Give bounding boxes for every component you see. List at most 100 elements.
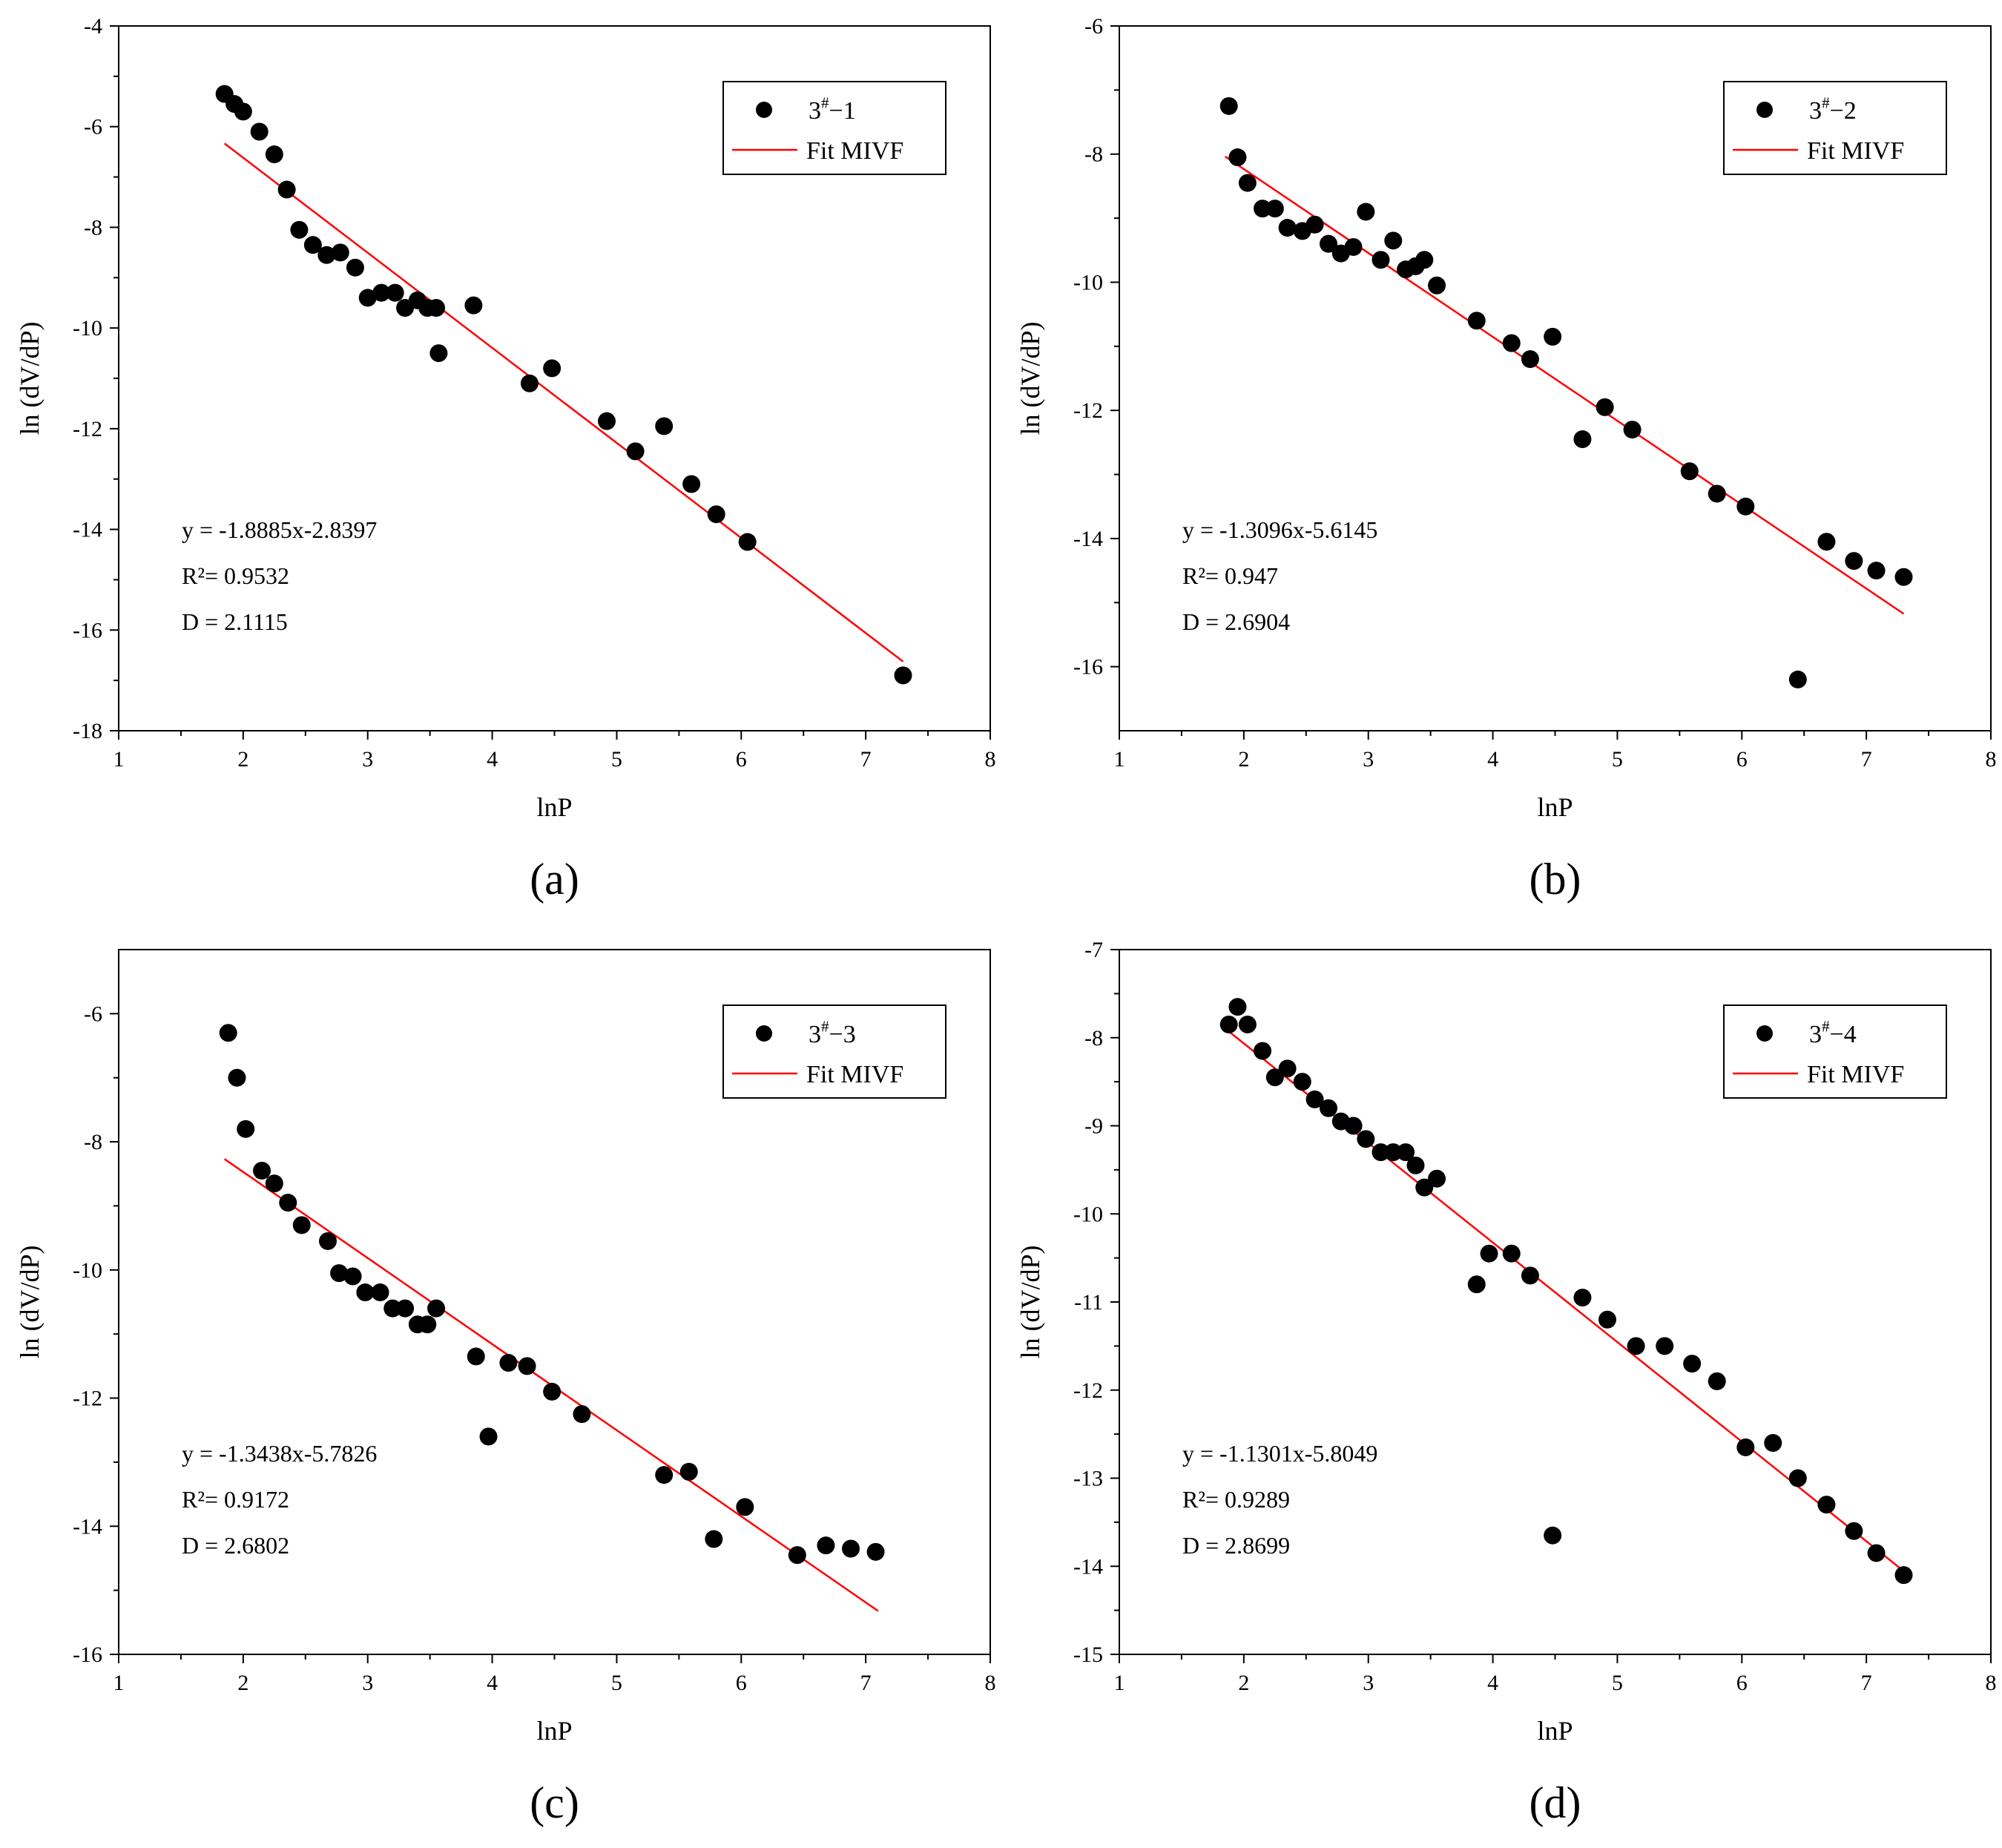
legend-scatter-label: 3#−4 [1809, 1018, 1857, 1048]
legend-box [722, 1004, 946, 1099]
y-tick-label: -12 [73, 417, 102, 441]
data-point [682, 475, 701, 493]
y-axis-label: ln (dV/dP) [1015, 322, 1045, 435]
chart-svg: 1 2 3 4 5 6 7 8 -16 -14 -12 -10 -8 -6 lnP ln (dV/dP) 3#−… [1015, 14, 1997, 904]
data-point [842, 1539, 860, 1558]
data-point [429, 344, 448, 363]
panel-caption: (d) [1530, 1778, 1581, 1827]
x-tick-label: 3 [362, 747, 373, 772]
data-point [738, 533, 757, 551]
annotation-text: D = 2.8699 [1182, 1532, 1290, 1559]
panel-caption: (a) [530, 855, 579, 904]
x-tick-label: 5 [1612, 1671, 1623, 1695]
annotation-text: y = -1.8885x-2.8397 [182, 516, 377, 543]
data-point [1845, 552, 1863, 570]
y-tick-label: -8 [1084, 142, 1103, 167]
data-point [1764, 1434, 1782, 1452]
data-point [1254, 200, 1272, 218]
data-point [1867, 1544, 1886, 1562]
annotation-text: y = -1.3096x-5.6145 [1182, 516, 1377, 543]
data-point [1415, 251, 1434, 269]
annotation-text: y = -1.3438x-5.7826 [182, 1440, 377, 1467]
x-tick-label: 1 [113, 1671, 125, 1695]
x-tick-label: 4 [1487, 747, 1498, 772]
data-point [1320, 234, 1337, 253]
y-tick-label: -7 [1084, 938, 1103, 962]
data-point [1680, 462, 1699, 481]
y-tick-label: -10 [1073, 270, 1103, 295]
y-tick-label: -12 [73, 1387, 102, 1411]
data-point [292, 1216, 311, 1234]
y-tick-label: -13 [1073, 1467, 1103, 1491]
data-point [655, 417, 674, 435]
data-point [1894, 1566, 1913, 1585]
data-point [1219, 96, 1238, 115]
x-tick-label: 6 [736, 1671, 747, 1695]
data-point [330, 1264, 349, 1283]
y-tick-label: -10 [73, 1258, 102, 1283]
data-point [219, 1024, 237, 1042]
x-tick-label: 4 [1487, 1671, 1498, 1695]
data-point [1228, 148, 1247, 167]
y-tick-label: -12 [1073, 1378, 1103, 1403]
x-tick-label: 6 [1736, 747, 1748, 772]
data-point [467, 1347, 485, 1366]
annotation-text: y = -1.1301x-5.8049 [1182, 1440, 1377, 1467]
data-point [1708, 484, 1726, 503]
data-point [866, 1542, 885, 1561]
data-point [1788, 1469, 1807, 1487]
legend-box [1723, 1004, 1947, 1099]
x-tick-label: 8 [1986, 747, 1997, 772]
x-tick-label: 4 [487, 747, 498, 772]
y-tick-label: -8 [84, 1130, 102, 1154]
data-point [343, 1267, 362, 1286]
annotation-text: D = 2.1115 [182, 608, 288, 635]
data-point [1406, 1156, 1425, 1174]
x-tick-label: 8 [985, 1671, 996, 1695]
data-point [1573, 1289, 1592, 1307]
fit-line [223, 142, 904, 662]
annotation-text: R²= 0.947 [1182, 562, 1278, 589]
y-tick-label: -16 [73, 618, 102, 642]
data-point [1894, 568, 1913, 586]
data-point [234, 102, 252, 121]
data-point [1467, 312, 1486, 330]
data-point [303, 236, 322, 254]
data-point [1397, 1143, 1415, 1162]
x-axis-label: lnP [1537, 792, 1573, 822]
data-point [573, 1405, 591, 1424]
x-tick-label: 4 [487, 1671, 498, 1695]
x-tick-label: 7 [1861, 1671, 1872, 1695]
y-tick-label: -6 [84, 115, 102, 139]
y-tick-label: -14 [73, 518, 102, 542]
data-point [1254, 1042, 1272, 1060]
data-point [427, 1299, 446, 1318]
data-point [1278, 219, 1297, 237]
data-point [1228, 998, 1247, 1016]
y-axis-label: ln (dV/dP) [15, 322, 45, 435]
data-point [705, 1530, 723, 1548]
data-point [372, 283, 391, 302]
data-point [356, 1283, 375, 1302]
data-point [598, 412, 616, 430]
legend-scatter-label: 3#−2 [1809, 94, 1857, 125]
x-tick-label: 3 [362, 1671, 373, 1695]
data-point [279, 1194, 297, 1212]
data-point [317, 246, 336, 264]
chart-svg: 1 2 3 4 5 6 7 8 -15 -14 -13 -12 -11 -10 -9 -8 -7 lnP ln (d… [1015, 938, 1997, 1827]
chart-panel-d: 1 2 3 4 5 6 7 8 -15 -14 -13 -12 -11 -10 -9 -8 -7 lnP ln (d… [1001, 924, 2001, 1847]
y-tick-label: -6 [1084, 14, 1103, 39]
data-point [396, 1299, 415, 1318]
y-tick-label: -14 [73, 1514, 102, 1539]
data-point [499, 1354, 518, 1372]
data-point [1357, 1130, 1375, 1148]
data-point [1305, 215, 1324, 234]
data-point [228, 1068, 246, 1087]
data-point [277, 180, 296, 199]
data-point [383, 1299, 402, 1318]
data-point [679, 1462, 698, 1481]
x-tick-label: 3 [1363, 1671, 1374, 1695]
data-point [1305, 1090, 1324, 1108]
annotation-text: R²= 0.9172 [182, 1486, 289, 1513]
legend-fit-label: Fit MIVF [806, 1061, 903, 1088]
